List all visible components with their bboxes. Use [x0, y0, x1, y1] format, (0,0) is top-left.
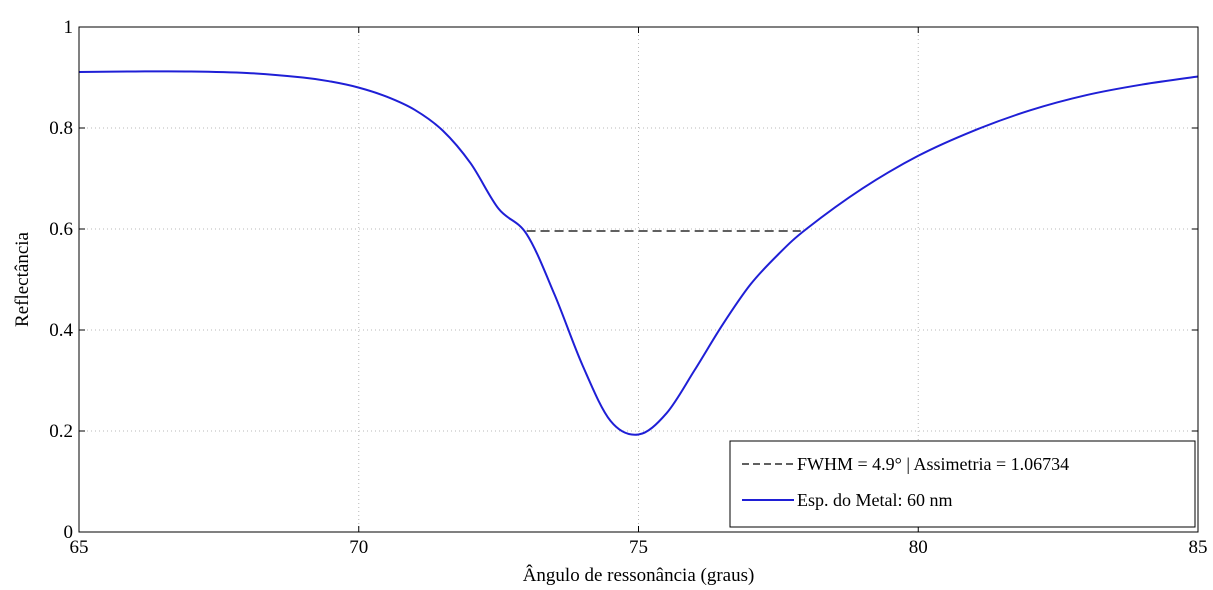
legend-label-metal: Esp. do Metal: 60 nm	[797, 490, 953, 510]
y-tick-label: 0.4	[49, 320, 73, 341]
x-tick-label: 80	[909, 537, 928, 558]
x-tick-label: 70	[349, 537, 368, 558]
y-tick-label: 0.6	[49, 219, 73, 240]
legend: FWHM = 4.9° | Assimetria = 1.06734 Esp. …	[729, 440, 1196, 528]
legend-label-fwhm: FWHM = 4.9° | Assimetria = 1.06734	[797, 454, 1069, 474]
x-tick-label: 65	[70, 537, 89, 558]
y-axis-label: Reflectância	[12, 231, 33, 327]
y-tick-label: 1	[64, 17, 74, 38]
series-layer	[78, 70, 1199, 436]
ticks: 65 70 75 80 85 0 0.2 0.4 0.6 0.8 1	[49, 17, 1207, 558]
legend-box	[729, 440, 1196, 528]
x-tick-label: 85	[1189, 537, 1208, 558]
y-tick-label: 0.2	[49, 421, 73, 442]
grid	[79, 27, 1198, 532]
x-tick-label: 75	[629, 537, 648, 558]
y-tick-label: 0	[64, 522, 74, 543]
y-tick-label: 0.8	[49, 118, 73, 139]
reflectance-curve	[78, 70, 1199, 436]
x-axis-label: Ângulo de ressonância (graus)	[523, 564, 755, 585]
